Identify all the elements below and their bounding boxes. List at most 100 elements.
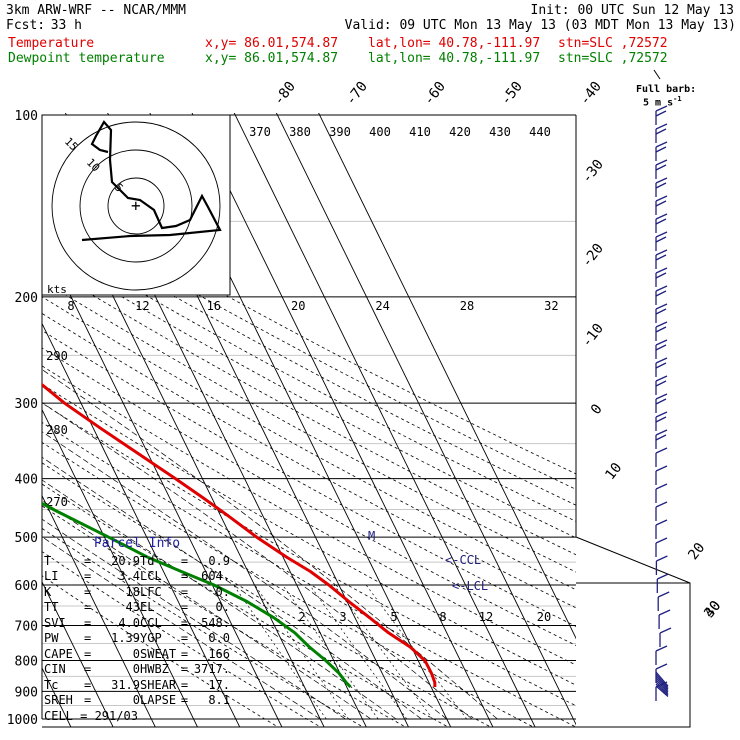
parcel-index-name: SHEAR bbox=[140, 677, 177, 692]
isotherm-line bbox=[318, 113, 576, 640]
parcel-index-value: 0. bbox=[215, 584, 230, 599]
parcel-info-cell: Td = 0.9 bbox=[140, 554, 230, 570]
pressure-tick-label: 100 bbox=[15, 109, 38, 124]
isotherm-label: -10 bbox=[579, 321, 607, 351]
wind-speed-tick: 16 bbox=[207, 299, 221, 313]
parcel-index-value: 166 bbox=[208, 646, 230, 661]
wind-barb-flag bbox=[655, 447, 668, 454]
moist-adiabat bbox=[42, 518, 346, 720]
parcel-info-cell: SWEAT = 166 bbox=[140, 647, 230, 663]
legend-temperature-station: stn=SLC ,72572 bbox=[558, 36, 668, 51]
wind-barb-flag bbox=[655, 429, 668, 436]
isotherm-label: -80 bbox=[271, 79, 299, 109]
parcel-info-cell: PW = 1.39 bbox=[44, 631, 140, 647]
theta-label: 430 bbox=[489, 125, 511, 139]
parcel-index-value: 3717. bbox=[193, 662, 230, 676]
mixing-ratio-label: 12 bbox=[479, 610, 493, 624]
wind-barb-cluster bbox=[655, 681, 669, 694]
mixing-ratio-label: 5 bbox=[390, 610, 397, 624]
wind-barb-flag bbox=[655, 326, 667, 333]
moist-adiabat bbox=[42, 431, 448, 720]
parcel-index-value: 0 bbox=[132, 662, 140, 676]
parcel-index-value: 0 bbox=[132, 693, 140, 707]
wind-barb-flag bbox=[655, 249, 668, 256]
isotherm-line bbox=[191, 113, 494, 727]
parcel-index-name: K bbox=[44, 584, 52, 599]
wind-barb-flag bbox=[655, 303, 668, 310]
parcel-index-value: 18 bbox=[125, 584, 140, 599]
isotherm-line bbox=[275, 113, 576, 726]
parcel-index-value: 20.9 bbox=[111, 553, 140, 568]
wind-speed-tick: 24 bbox=[375, 299, 389, 313]
parcel-index-name: CCL bbox=[140, 615, 162, 630]
wind-barb-cluster bbox=[655, 679, 669, 693]
barb-legend-title: Full barb: bbox=[636, 84, 697, 95]
wind-speed-tick: 8 bbox=[67, 299, 74, 313]
wind-barb-cluster bbox=[655, 677, 669, 691]
equals-sign: = bbox=[180, 615, 196, 630]
parcel-info-row: PW = 1.39 YGP = 0.0 bbox=[44, 631, 230, 647]
dry-adiabat bbox=[42, 483, 449, 727]
wind-barb-flag bbox=[659, 627, 672, 634]
parcel-index-name: LFC bbox=[140, 584, 162, 599]
legend-temperature-latlon: lat,lon= 40.78,-111.97 bbox=[368, 36, 541, 51]
wind-barb-legend-sample bbox=[653, 69, 661, 80]
wind-speed-tick: 28 bbox=[460, 299, 474, 313]
pressure-tick-label: 600 bbox=[15, 579, 38, 594]
wind-barb-flag bbox=[655, 465, 668, 472]
parcel-index-value: 3.4 bbox=[118, 569, 140, 583]
wind-barb-flag bbox=[655, 200, 667, 207]
parcel-info-row: TT = 43 EL = 0. bbox=[44, 600, 230, 616]
equals-sign: = bbox=[180, 553, 196, 568]
wind-barb-flag bbox=[655, 308, 667, 315]
parcel-info-cell: Tc = 31.9 bbox=[44, 678, 140, 694]
sounding-annotation: <-LCL bbox=[452, 579, 488, 593]
pressure-tick-label: 400 bbox=[15, 473, 38, 488]
legend-temperature-xy: x,y= 86.01,574.87 bbox=[205, 36, 339, 51]
mixing-ratio-label: 8 bbox=[439, 610, 446, 624]
moist-adiabat bbox=[42, 369, 498, 720]
equals-sign: = bbox=[180, 693, 196, 707]
parcel-index-name: Td bbox=[140, 553, 155, 568]
equals-sign: = bbox=[84, 677, 99, 692]
parcel-index-name: HWBZ bbox=[140, 662, 169, 676]
parcel-info-cell: CIN = 0 bbox=[44, 662, 140, 678]
parcel-index-name: SVI bbox=[44, 615, 66, 630]
wind-barb-flag bbox=[655, 141, 668, 148]
parcel-info-title: Parcel Info bbox=[93, 536, 181, 551]
isotherm-label: -60 bbox=[421, 79, 449, 109]
equals-sign: = bbox=[84, 600, 99, 614]
parcel-index-name: TT bbox=[44, 600, 59, 614]
parcel-info-rows: T = 20.9 Td = 0.9 LI = 3.4 LCL = 604. K = 18 LFC = … bbox=[44, 554, 230, 709]
barb-legend-units: 5 m s-1 bbox=[643, 95, 682, 109]
legend-temperature-name: Temperature bbox=[8, 36, 95, 51]
sounding-traces bbox=[42, 382, 437, 689]
equals-sign: = bbox=[180, 646, 196, 661]
equals-sign: = bbox=[84, 553, 99, 568]
pressure-tick-label: 1000 bbox=[7, 713, 38, 728]
isotherm-label: -30 bbox=[579, 157, 607, 187]
forecast-label: Fcst: bbox=[6, 18, 46, 33]
isotherm-line bbox=[0, 102, 31, 732]
parcel-index-name: CIN bbox=[44, 662, 66, 676]
wind-barb-cluster bbox=[655, 673, 669, 688]
wind-barb-flag bbox=[655, 416, 667, 423]
isotherm-label: 20 bbox=[685, 540, 708, 563]
equals-sign: = bbox=[84, 569, 99, 583]
theta-label: 410 bbox=[409, 125, 431, 139]
wind-barb-flag bbox=[655, 290, 667, 297]
wind-barb-flag bbox=[655, 254, 667, 261]
wind-barb-flag bbox=[655, 537, 668, 544]
parcel-index-value: 548. bbox=[201, 615, 230, 630]
moist-adiabat bbox=[42, 536, 321, 720]
isotherm-line bbox=[42, 322, 241, 727]
parcel-index-name: LCL bbox=[140, 569, 162, 583]
forecast-hour: 33 h bbox=[50, 18, 82, 33]
wind-barb-flag bbox=[655, 105, 668, 112]
wind-barb-flag bbox=[655, 195, 668, 202]
parcel-index-value: 43 bbox=[125, 600, 140, 614]
pressure-tick-label: 900 bbox=[15, 685, 38, 700]
isotherm-line bbox=[42, 236, 283, 727]
